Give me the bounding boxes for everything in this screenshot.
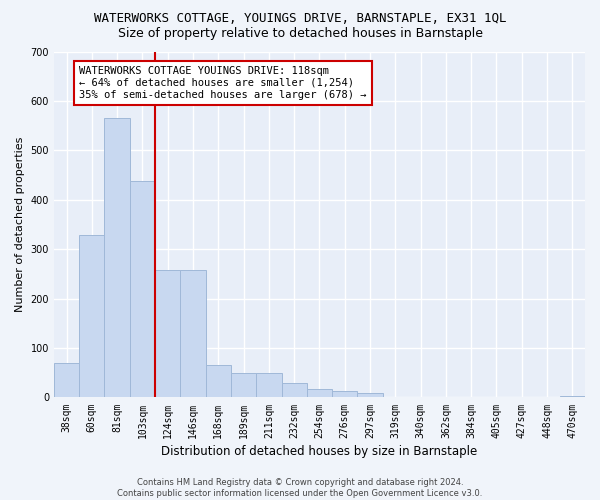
Bar	[256, 372, 281, 398]
Bar	[231, 372, 256, 398]
Bar	[281, 382, 307, 398]
Bar	[79, 236, 104, 398]
Bar	[332, 391, 358, 398]
Bar	[104, 118, 130, 398]
Bar	[358, 392, 383, 398]
Bar	[181, 270, 206, 398]
Bar	[54, 363, 79, 398]
Bar	[130, 181, 155, 398]
Text: WATERWORKS COTTAGE, YOUINGS DRIVE, BARNSTAPLE, EX31 1QL: WATERWORKS COTTAGE, YOUINGS DRIVE, BARNS…	[94, 12, 506, 26]
Text: Contains HM Land Registry data © Crown copyright and database right 2024.
Contai: Contains HM Land Registry data © Crown c…	[118, 478, 482, 498]
Bar	[560, 396, 585, 398]
Text: WATERWORKS COTTAGE YOUINGS DRIVE: 118sqm
← 64% of detached houses are smaller (1: WATERWORKS COTTAGE YOUINGS DRIVE: 118sqm…	[79, 66, 367, 100]
X-axis label: Distribution of detached houses by size in Barnstaple: Distribution of detached houses by size …	[161, 444, 478, 458]
Bar	[307, 388, 332, 398]
Bar	[155, 270, 181, 398]
Bar	[206, 366, 231, 398]
Text: Size of property relative to detached houses in Barnstaple: Size of property relative to detached ho…	[118, 28, 482, 40]
Y-axis label: Number of detached properties: Number of detached properties	[15, 137, 25, 312]
